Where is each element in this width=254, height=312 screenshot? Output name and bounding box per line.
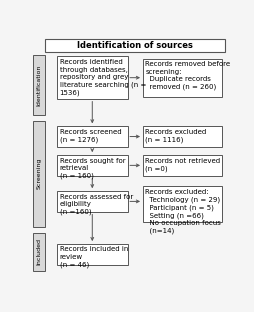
Text: Identification of sources: Identification of sources — [77, 41, 193, 50]
Text: Records identified
through databases,
repository and grey
literature searching (: Records identified through databases, re… — [60, 59, 146, 96]
FancyBboxPatch shape — [142, 59, 222, 97]
Text: Records excluded
(n = 1116): Records excluded (n = 1116) — [145, 129, 207, 143]
Text: Records sought for
retrieval
(n = 160): Records sought for retrieval (n = 160) — [60, 158, 125, 179]
FancyBboxPatch shape — [33, 233, 45, 271]
FancyBboxPatch shape — [57, 56, 128, 99]
Text: Records removed before
screening:
  Duplicate records
  removed (n = 260): Records removed before screening: Duplic… — [145, 61, 230, 90]
FancyBboxPatch shape — [57, 244, 128, 265]
FancyBboxPatch shape — [142, 155, 222, 176]
Text: Records not retrieved
(n =0): Records not retrieved (n =0) — [145, 158, 220, 172]
Text: Screening: Screening — [37, 158, 42, 189]
Text: Records assessed for
eligibility
(n =160): Records assessed for eligibility (n =160… — [60, 193, 133, 215]
FancyBboxPatch shape — [142, 186, 222, 222]
FancyBboxPatch shape — [142, 126, 222, 147]
FancyBboxPatch shape — [57, 155, 128, 176]
FancyBboxPatch shape — [57, 126, 128, 147]
FancyBboxPatch shape — [33, 55, 45, 115]
FancyBboxPatch shape — [45, 39, 225, 52]
FancyBboxPatch shape — [33, 121, 45, 227]
Text: Records screened
(n = 1276): Records screened (n = 1276) — [60, 129, 121, 143]
Text: Included: Included — [37, 238, 42, 265]
Text: Identification: Identification — [37, 64, 42, 105]
Text: Records included in
review
(n = 46): Records included in review (n = 46) — [60, 246, 128, 268]
FancyBboxPatch shape — [57, 191, 128, 212]
Text: Records excluded:
  Technology (n = 29)
  Participant (n = 5)
  Setting (n =66)
: Records excluded: Technology (n = 29) Pa… — [145, 189, 221, 234]
